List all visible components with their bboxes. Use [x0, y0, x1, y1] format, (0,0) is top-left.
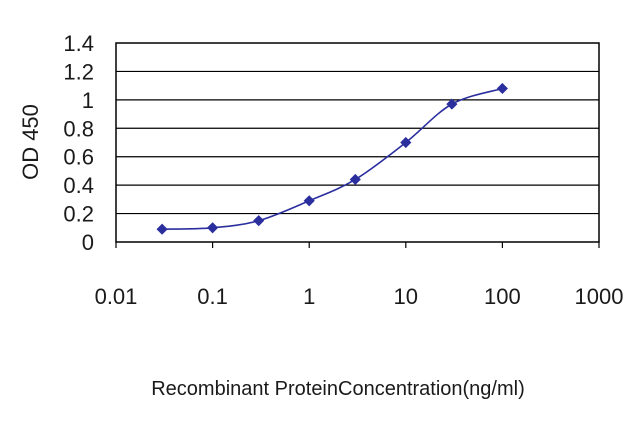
y-axis-title: OD 450 [18, 104, 43, 180]
data-point-marker-1 [207, 222, 219, 234]
x-tick-label-1: 1 [303, 284, 315, 309]
x-axis-tick-labels: 0.01 0.1 1 10 100 1000 [95, 242, 624, 309]
data-point-marker-4 [349, 173, 361, 186]
data-point-marker-2 [253, 215, 265, 227]
x-tick-label-0.01: 0.01 [95, 284, 138, 309]
y-tick-label-0.2: 0.2 [63, 202, 94, 227]
y-tick-label-1.4: 1.4 [63, 31, 94, 56]
y-tick-label-1.2: 1.2 [63, 59, 94, 84]
x-axis-title: Recombinant ProteinConcentration(ng/ml) [151, 378, 525, 400]
plot-area [115, 42, 600, 243]
x-tick-label-0.1: 0.1 [197, 284, 228, 309]
y-tick-label-0.8: 0.8 [63, 116, 94, 141]
data-point-marker-7 [496, 82, 508, 95]
y-tick-label-0.6: 0.6 [63, 145, 94, 170]
series-markers [156, 82, 508, 235]
data-point-marker-6 [446, 98, 458, 110]
y-axis-tick-labels: 0 0.2 0.4 0.6 0.8 1 1.2 1.4 [63, 31, 94, 255]
data-point-marker-0 [156, 223, 168, 235]
y-tick-label-1: 1 [82, 88, 94, 113]
y-tick-label-0.4: 0.4 [63, 173, 94, 198]
data-point-marker-5 [400, 136, 412, 149]
data-point-marker-3 [303, 195, 315, 207]
x-tick-label-10: 10 [394, 284, 418, 309]
x-tick-label-1000: 1000 [575, 284, 624, 309]
x-tick-label-100: 100 [484, 284, 521, 309]
gridlines [116, 70, 599, 215]
y-tick-label-0: 0 [82, 230, 94, 255]
